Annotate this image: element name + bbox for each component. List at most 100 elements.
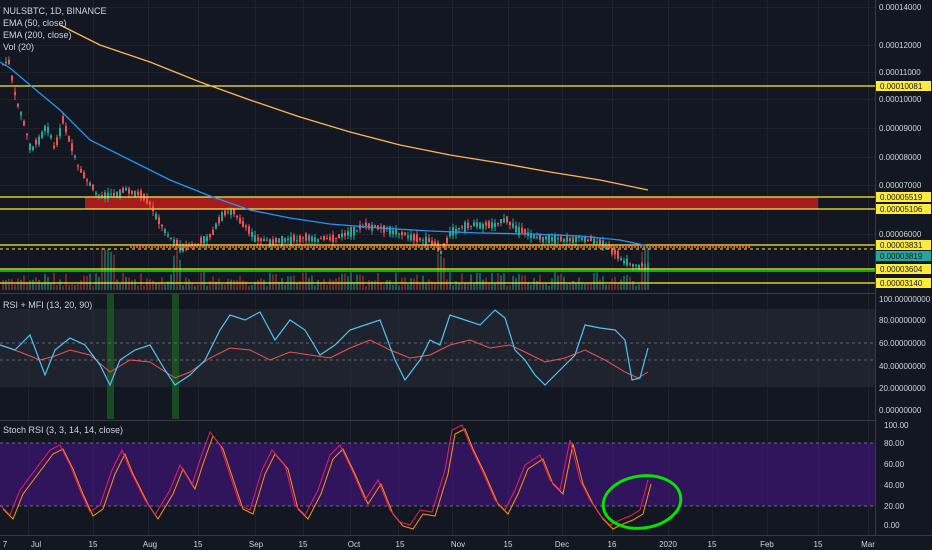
price-tick-label: 0.00010000 <box>879 95 922 104</box>
candle-body <box>89 182 91 186</box>
volume-bar <box>8 279 10 290</box>
volume-bar <box>395 272 397 290</box>
volume-bar <box>194 285 196 290</box>
volume-bar <box>146 278 148 290</box>
candle-body <box>383 225 385 233</box>
volume-bar <box>344 273 346 290</box>
volume-bar <box>176 250 178 290</box>
volume-bar <box>164 284 166 290</box>
volume-bar <box>254 281 256 290</box>
stoch-tick-label: 20.00 <box>884 502 905 511</box>
candle-body <box>638 264 640 269</box>
rsi-mfi-pane[interactable]: RSI + MFI (13, 20, 90) <box>0 294 875 419</box>
candle-body <box>239 217 241 224</box>
volume-bar <box>209 280 211 290</box>
volume-bar <box>143 285 145 290</box>
candle-body <box>86 179 88 182</box>
volume-bar <box>326 285 328 290</box>
candle-body <box>161 224 163 227</box>
volume-bar <box>227 278 229 290</box>
volume-bar <box>251 284 253 290</box>
time-axis[interactable]: 7 Jul 15 Aug 15 Sep 15 Oct 15 Nov 15 Dec 16 2020 15 Feb… <box>3 540 875 549</box>
candle-body <box>29 143 31 151</box>
price-badge-label: 0.00005106 <box>880 205 923 214</box>
volume-bar <box>2 279 4 290</box>
volume-bar <box>281 278 283 290</box>
candle-body <box>401 232 403 236</box>
volume-bar <box>149 279 151 290</box>
candle-body <box>356 230 358 232</box>
volume-bar <box>434 282 436 290</box>
volume-bar <box>203 272 205 290</box>
volume-bar <box>380 282 382 290</box>
candle-body <box>455 228 457 235</box>
volume-bar <box>278 281 280 290</box>
horizontal-levels[interactable] <box>0 85 875 284</box>
candle-body <box>98 194 100 196</box>
candle-body <box>404 232 406 235</box>
volume-bar <box>446 279 448 290</box>
candle-body <box>287 238 289 241</box>
candle-body <box>461 226 463 228</box>
candle-body <box>374 225 376 227</box>
candle-body <box>392 230 394 235</box>
candle-body <box>509 221 511 225</box>
volume-bar <box>482 279 484 290</box>
volume-bar <box>20 279 22 290</box>
volume-bar <box>95 273 97 290</box>
volume-bar <box>560 273 562 290</box>
rsi-line <box>0 309 649 387</box>
volume-bar <box>29 280 31 290</box>
volume-bar <box>89 273 91 290</box>
candle-body <box>104 192 106 199</box>
volume-bar <box>428 279 430 290</box>
annotation-circle[interactable] <box>600 471 684 533</box>
candle-body <box>602 240 604 249</box>
candle-body <box>278 238 280 243</box>
candle-body <box>233 209 235 215</box>
volume-bar <box>236 280 238 290</box>
price-tick-label: 0.00014000 <box>879 3 922 12</box>
volume-bar <box>467 283 469 290</box>
candle-body <box>11 75 13 81</box>
volume-bar <box>473 282 475 290</box>
volume-bar <box>464 282 466 290</box>
price-axis[interactable]: 0.00010081 0.00005519 0.00005106 0.00003831… <box>876 3 931 530</box>
candle-body <box>68 136 70 142</box>
candle-body <box>458 227 460 230</box>
candle-body <box>581 237 583 241</box>
candle-body <box>164 229 166 234</box>
candle-body <box>329 236 331 241</box>
candle-body <box>482 224 484 229</box>
candle-body <box>308 235 310 241</box>
time-tick-label: Oct <box>348 540 361 549</box>
rsi-reference-lines <box>0 342 875 361</box>
volume-bar <box>359 274 361 290</box>
volume-bar <box>59 279 61 290</box>
volume-bar <box>62 285 64 290</box>
volume-bar <box>506 285 508 290</box>
price-badge-label: 0.00003604 <box>880 265 923 274</box>
ema50-line <box>0 61 649 247</box>
volume-bar <box>230 279 232 290</box>
candle-body <box>590 236 592 242</box>
price-pane[interactable]: NULSBTC, 1D, BINANCE EMA (50, close) EMA… <box>0 6 875 290</box>
candle-body <box>644 267 646 269</box>
candle-body <box>92 184 94 190</box>
price-badge <box>876 81 931 91</box>
volume-bar <box>518 274 520 290</box>
legend-ema200: EMA (200, close) <box>3 30 72 40</box>
candle-body <box>611 248 613 255</box>
candle-body <box>107 192 109 200</box>
volume-bar <box>386 279 388 290</box>
price-tick-label: 0.00009000 <box>879 124 922 133</box>
volume-bar <box>134 279 136 290</box>
stoch-rsi-pane[interactable]: Stoch RSI (3, 3, 14, 14, close) <box>0 424 875 533</box>
volume-bar <box>317 279 319 290</box>
volume-bar <box>41 282 43 290</box>
volume-bar <box>113 254 115 290</box>
stoch-title: Stoch RSI (3, 3, 14, 14, close) <box>3 425 123 435</box>
candle-body <box>425 236 427 246</box>
candle-body <box>245 225 247 228</box>
